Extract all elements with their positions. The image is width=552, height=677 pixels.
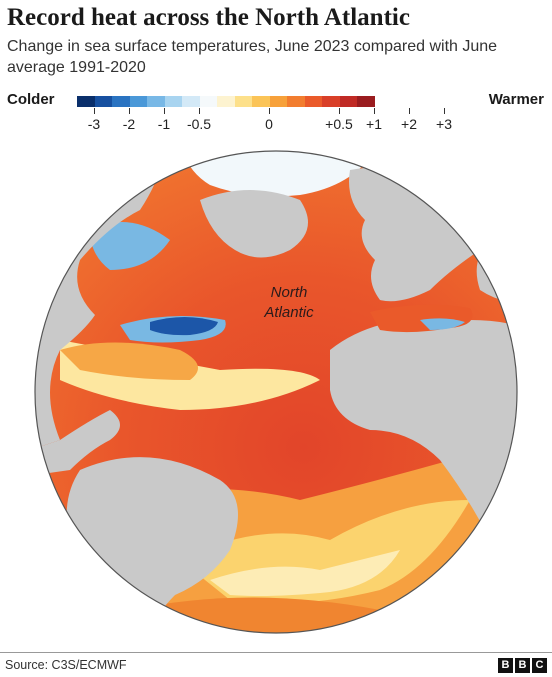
legend-tick-label: +2 bbox=[401, 116, 417, 132]
land-eurasia bbox=[470, 160, 517, 304]
legend-ticks: -3 -2 -1 -0.5 0 +0.5 +1 +2 +3 bbox=[0, 108, 552, 134]
legend-swatch bbox=[112, 96, 130, 107]
land-greenland bbox=[200, 190, 308, 258]
legend-swatch bbox=[304, 96, 322, 107]
bbc-logo-letter: C bbox=[532, 658, 547, 673]
legend-swatch bbox=[147, 96, 165, 107]
bbc-logo: B B C bbox=[498, 658, 547, 673]
footer: Source: C3S/ECMWF B B C bbox=[0, 652, 552, 677]
legend-tick-label: -0.5 bbox=[186, 116, 212, 132]
legend-tick-label: +3 bbox=[436, 116, 452, 132]
legend-swatch bbox=[269, 96, 287, 107]
legend-tick-label: -2 bbox=[122, 116, 136, 132]
legend-tick-mark bbox=[374, 108, 375, 114]
gulf-stream-cold bbox=[150, 317, 218, 336]
legend-tick-label: 0 bbox=[265, 116, 273, 132]
legend-tick-label: -1 bbox=[157, 116, 171, 132]
legend-tick-mark bbox=[164, 108, 165, 114]
legend-swatch bbox=[339, 96, 357, 107]
globe-map: North Atlantic bbox=[0, 140, 552, 652]
caribbean-warm bbox=[60, 342, 198, 380]
legend-swatch bbox=[357, 96, 375, 107]
legend-tick-mark bbox=[199, 108, 200, 114]
legend-tick-label: +1 bbox=[366, 116, 382, 132]
legend-swatch bbox=[287, 96, 305, 107]
legend-swatch bbox=[199, 96, 217, 107]
chart-title: Record heat across the North Atlantic bbox=[7, 4, 410, 31]
globe-svg bbox=[34, 150, 518, 634]
source-note: Source: C3S/ECMWF bbox=[5, 658, 127, 672]
legend-tick-label: -3 bbox=[87, 116, 101, 132]
legend-swatch bbox=[217, 96, 235, 107]
bbc-logo-letter: B bbox=[498, 658, 513, 673]
legend-tick-mark bbox=[94, 108, 95, 114]
legend-tick-mark bbox=[339, 108, 340, 114]
eastern-med-cool bbox=[420, 318, 465, 330]
legend-swatch bbox=[252, 96, 270, 107]
legend-tick-mark bbox=[409, 108, 410, 114]
legend-tick-mark bbox=[129, 108, 130, 114]
legend-swatch bbox=[164, 96, 182, 107]
legend-swatch bbox=[77, 96, 95, 107]
southern-ocean-warm bbox=[130, 597, 380, 633]
legend-tick-mark bbox=[269, 108, 270, 114]
bbc-logo-letter: B bbox=[515, 658, 530, 673]
legend-colder-label: Colder bbox=[7, 91, 55, 108]
legend-tick-label: +0.5 bbox=[325, 116, 353, 132]
color-legend: Colder -3 -2 -1 -0.5 0 +0.5 +1 +2 +3 Warmer bbox=[0, 88, 552, 136]
globe-outline bbox=[34, 150, 518, 634]
land-central-america bbox=[35, 410, 120, 480]
labrador-cool bbox=[90, 222, 170, 270]
chart-subtitle: Change in sea surface temperatures, June… bbox=[7, 38, 498, 76]
legend-color-scale bbox=[77, 96, 375, 107]
south-atlantic-palest bbox=[210, 550, 400, 596]
legend-swatch bbox=[94, 96, 112, 107]
ocean-label-north-atlantic: North Atlantic bbox=[264, 284, 314, 321]
legend-swatch bbox=[322, 96, 340, 107]
legend-swatch bbox=[129, 96, 147, 107]
legend-tick-mark bbox=[444, 108, 445, 114]
legend-warmer-label: Warmer bbox=[488, 91, 544, 108]
legend-swatch bbox=[182, 96, 200, 107]
legend-swatch bbox=[234, 96, 252, 107]
